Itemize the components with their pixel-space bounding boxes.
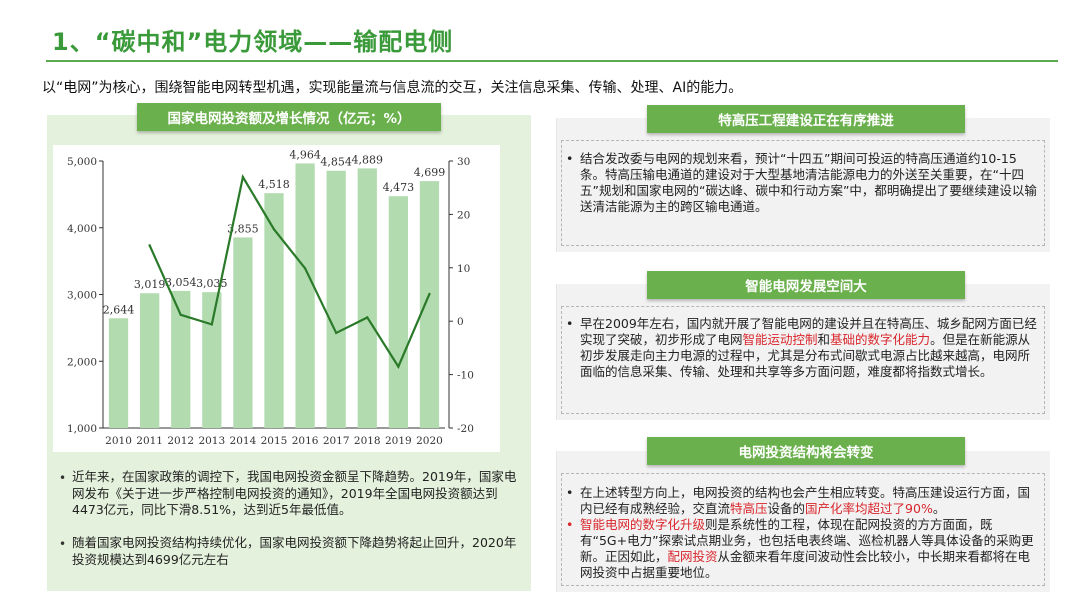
- chart-svg: 1,000 2,000 3,000 4,000 5,000 -20 -10 0 10 20 30 2,…: [67, 148, 474, 447]
- bullet-icon: •: [59, 471, 67, 485]
- bar-data-label: 3,035: [196, 277, 228, 290]
- bullet-icon: •: [566, 485, 574, 500]
- dashed-frame: [561, 140, 1045, 246]
- paragraph: • 智能电网的数字化升级则是系统性的工程，体现在配网投资的方方面面，既有“5G+电…: [566, 517, 1040, 581]
- growth-point: [334, 331, 338, 335]
- y-tick-label: 4,000: [67, 223, 97, 235]
- title-divider: [46, 60, 1058, 62]
- bar: [295, 163, 315, 428]
- bar-data-label: 4,699: [414, 166, 446, 179]
- bar: [388, 196, 409, 428]
- x-tick-label: 2010: [105, 435, 132, 447]
- section-1-header: 特高压工程建设正在有序推进: [647, 105, 965, 133]
- highlight-text: 配网投资: [667, 549, 718, 564]
- bar-data-label: 2,644: [103, 303, 135, 316]
- bullet-icon: •: [566, 517, 574, 532]
- left-bullet-1: 近年来，在国家政策的调控下，我国电网投资金额呈下降趋势。2019年，国家电网发布…: [72, 469, 517, 517]
- text-span: 。: [932, 501, 946, 516]
- y2-tick-label: 10: [457, 263, 470, 275]
- y2-tick-label: -10: [457, 370, 474, 382]
- bar-data-label: 4,964: [289, 148, 321, 161]
- bar: [202, 292, 222, 428]
- growth-point: [210, 323, 214, 326]
- growth-point: [241, 175, 245, 179]
- bar: [357, 168, 377, 429]
- highlight-text: 智能电网的数字化升级: [580, 517, 706, 532]
- bar-data-label: 4,889: [352, 153, 384, 166]
- paragraph: • 早在2009年左右，国内就开展了智能电网的建设并且在特高压、城乡配网方面已经实…: [566, 316, 1040, 380]
- growth-point: [366, 316, 369, 319]
- growth-point: [179, 313, 182, 316]
- section-3-header: 电网投资结构将会转变: [647, 437, 965, 465]
- highlight-text: 特高压: [730, 501, 768, 516]
- x-tick-label: 2016: [292, 435, 319, 447]
- y2-tick-label: -20: [457, 423, 474, 435]
- text-span: 从金额来看年度间波动性会比较小，中长期来看都将在电网投资中占据重要地位。: [580, 549, 1031, 580]
- x-tick-label: 2012: [167, 435, 194, 447]
- bar-data-label: 3,054: [165, 276, 197, 289]
- bar: [326, 170, 346, 429]
- y-tick-label: 2,000: [67, 356, 97, 368]
- x-tick-label: 2014: [230, 435, 257, 447]
- bullet-icon: •: [566, 151, 574, 166]
- bar: [233, 237, 253, 428]
- bullet-icon: •: [566, 316, 574, 331]
- text-span: 和: [817, 332, 831, 347]
- x-tick-label: 2011: [136, 435, 163, 447]
- bar: [419, 181, 440, 428]
- bar: [171, 290, 191, 428]
- bar-data-label: 3,855: [227, 222, 259, 235]
- bar-data-label: 3,019: [134, 278, 166, 291]
- text-span: 设备的: [767, 501, 806, 516]
- highlight-text: 基础的数字化能力: [830, 332, 931, 347]
- bar-data-label: 4,854: [320, 156, 352, 169]
- y-tick-label: 5,000: [67, 156, 97, 168]
- x-tick-label: 2017: [323, 435, 350, 447]
- text-span: 早在2009年左右，国内就开展了智能电网的建设并且在特高压、城乡配网方面已经实现…: [580, 316, 1037, 347]
- paragraph: • 结合发改委与电网的规划来看，预计“十四五”期间可投运的特高压通道约10-15条…: [566, 151, 1040, 215]
- bar-data-label: 4,473: [383, 181, 415, 194]
- growth-point: [428, 292, 431, 296]
- growth-line: [148, 174, 431, 369]
- left-bullet-2: 随着国家电网投资结构持续优化，国家电网投资额下降趋势将起止回升，2020年投资规…: [72, 535, 517, 567]
- bar: [139, 293, 160, 428]
- highlight-text: 智能运动控制: [742, 332, 818, 347]
- section-2-header: 智能电网发展空间大: [647, 271, 965, 299]
- text-span: 结合发改委与电网的规划来看，预计“十四五”期间可投运的特高压通道约10-15条。…: [580, 151, 1037, 214]
- bar: [264, 193, 284, 428]
- section-1-text: • 结合发改委与电网的规划来看，预计“十四五”期间可投运的特高压通道约10-15条…: [566, 151, 1040, 215]
- bar: [108, 318, 129, 428]
- y-tick-label: 3,000: [67, 290, 97, 302]
- y2-tick-label: 0: [457, 316, 464, 328]
- right-section-3: [556, 451, 1050, 592]
- intro-text: 以“电网”为核心，围绕智能电网转型机遇，实现能量流与信息流的交互，关注信息采集、…: [42, 80, 743, 96]
- dashed-frame: [561, 306, 1045, 414]
- section-2-text: • 早在2009年左右，国内就开展了智能电网的建设并且在特高压、城乡配网方面已经实…: [566, 316, 1040, 380]
- y2-tick-label: 20: [457, 209, 470, 221]
- bar-data-label: 4,518: [258, 178, 290, 191]
- x-tick-label: 2015: [261, 435, 288, 447]
- chart-header: 国家电网投资额及增长情况（亿元；%）: [137, 103, 441, 131]
- paragraph: • 在上述转型方向上，电网投资的结构也会产生相应转变。特高压建设运行方面，国内已经…: [566, 485, 1040, 517]
- x-tick-label: 2020: [416, 435, 443, 447]
- text-span: 在上述转型方向上，电网投资的结构也会产生相应转变。特高压建设运行方面，国内已经有…: [580, 485, 1031, 516]
- y-tick-label: 1,000: [67, 423, 97, 435]
- y2-tick-label: 30: [457, 156, 470, 168]
- highlight-text: 国产化率均超过了90%: [805, 501, 933, 516]
- text-span: 则是系统性的工程，体现在配网投资的方方面面，既有“5G+电力”探索试点期业务，也…: [580, 517, 1034, 564]
- growth-point: [303, 267, 307, 270]
- text-span: 。但是在新能源从初步发展走向主力电源的过程中，尤其是分布式间歇式电源占比越来越高…: [580, 332, 1031, 379]
- page-title: 1、“碳中和”电力领域——输配电侧: [52, 28, 454, 56]
- dashed-frame: [561, 473, 1045, 586]
- bullet-icon: •: [59, 537, 67, 551]
- section-3-text: • 在上述转型方向上，电网投资的结构也会产生相应转变。特高压建设运行方面，国内已经…: [566, 485, 1040, 581]
- investment-chart: 1,000 2,000 3,000 4,000 5,000 -20 -10 0 10 20 30 2,…: [53, 145, 500, 452]
- growth-point: [272, 228, 276, 231]
- x-tick-label: 2013: [198, 435, 225, 447]
- growth-point: [397, 365, 400, 368]
- x-tick-label: 2019: [385, 435, 412, 447]
- growth-point: [148, 244, 151, 247]
- x-tick-label: 2018: [354, 435, 381, 447]
